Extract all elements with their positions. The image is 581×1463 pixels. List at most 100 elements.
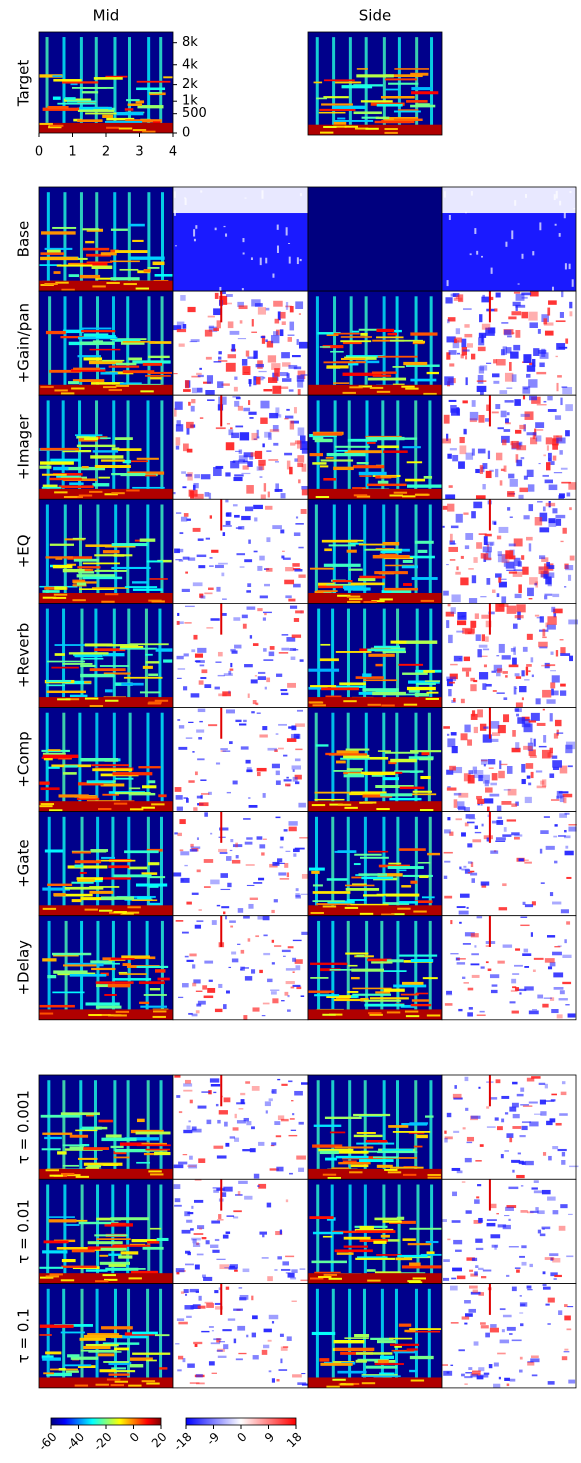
spec-diff — [456, 566, 458, 570]
spec-diff — [298, 803, 305, 808]
spec-band — [132, 487, 165, 489]
spec-band — [137, 458, 159, 460]
spec-band — [337, 1252, 354, 1254]
spec-diff — [471, 878, 475, 883]
spec-low — [405, 388, 418, 390]
spec-band — [345, 953, 368, 955]
spec-diff — [244, 664, 253, 667]
spec-diff — [545, 1084, 548, 1089]
spec-diff — [475, 832, 481, 833]
spec-diff — [288, 365, 297, 369]
spec-band — [409, 1228, 441, 1230]
spec-diff — [556, 796, 559, 799]
spec-diff — [443, 506, 448, 510]
spec-bg — [442, 812, 576, 916]
spec-diff — [207, 988, 215, 993]
spec-diff — [547, 1323, 550, 1325]
spec-band — [48, 106, 69, 109]
spec-band — [140, 1006, 167, 1008]
spec-diff — [240, 432, 249, 440]
spec-diff — [458, 461, 465, 468]
spec-diff — [258, 878, 264, 881]
spec-diff — [301, 1082, 308, 1084]
spec-band — [316, 744, 329, 746]
spec-diff — [455, 572, 460, 575]
spec-diff — [496, 453, 502, 461]
spec-band — [336, 651, 372, 653]
spec-diff — [201, 474, 211, 479]
spec-diff — [253, 700, 257, 704]
spec-onset — [128, 192, 131, 286]
spec-diff — [492, 984, 498, 986]
spec-diff — [227, 423, 230, 425]
spec-onset — [63, 296, 66, 390]
spec-diff — [257, 713, 261, 714]
spec-diff — [226, 294, 233, 297]
spec-diff — [197, 837, 199, 840]
spec-diff — [454, 799, 458, 808]
spec-band — [49, 478, 81, 480]
spec-band — [345, 885, 374, 887]
spec-band — [380, 793, 412, 796]
spec-diff — [475, 469, 480, 473]
spec-diff — [194, 474, 200, 478]
spec-diff — [529, 322, 537, 328]
spec-band — [96, 860, 135, 862]
spec-diff — [450, 534, 453, 542]
spec-band — [69, 652, 109, 654]
spec-diff — [479, 672, 488, 679]
spec-band — [347, 550, 357, 553]
spec-band — [39, 781, 50, 784]
column-header: Mid — [93, 7, 120, 25]
spec-band — [42, 590, 59, 593]
spec-diff — [227, 303, 232, 305]
spec-diff — [201, 1331, 209, 1332]
spec-diff — [182, 983, 189, 987]
spec-diff — [482, 324, 490, 330]
spec-diff — [291, 1130, 296, 1131]
spec-diff — [461, 339, 466, 347]
spec-diff — [547, 625, 556, 630]
spec-diff — [285, 1256, 294, 1258]
spec-onset — [430, 296, 433, 390]
spec-diff — [241, 746, 249, 749]
spec-diff — [457, 962, 465, 964]
spec-band — [424, 476, 432, 479]
spec-onset — [96, 921, 99, 1015]
spec-diff — [260, 476, 263, 478]
spec-band — [80, 275, 100, 278]
spec-bg — [39, 187, 173, 291]
spec-band — [144, 994, 167, 996]
spec-low — [101, 601, 114, 603]
spec-diff — [477, 380, 487, 381]
spec-diff — [478, 1087, 480, 1089]
spec-band — [311, 1261, 347, 1264]
spec-band — [339, 682, 366, 685]
spec-band — [352, 331, 359, 333]
spec-band — [85, 643, 113, 646]
spec-band — [333, 382, 349, 384]
spec-diff — [463, 308, 472, 310]
spec-band — [145, 654, 152, 656]
spec-low — [344, 807, 357, 809]
spec-diff — [259, 371, 267, 372]
spec-band — [80, 674, 115, 677]
spec-band — [314, 82, 323, 84]
spec-diff — [244, 1118, 249, 1121]
spec-band — [396, 1257, 412, 1260]
spec-band — [394, 119, 423, 121]
spec-diff — [567, 1328, 572, 1330]
spec-diff — [550, 682, 555, 688]
spec-low — [311, 912, 324, 914]
spec-low — [98, 808, 111, 810]
spec-onset — [80, 921, 83, 1015]
spec-diff — [537, 429, 544, 431]
spec-diff — [178, 997, 183, 998]
spec-diff — [497, 1353, 506, 1355]
spec-diff — [298, 427, 305, 435]
spec-diff — [209, 565, 214, 566]
spec-diff — [473, 557, 477, 563]
spec-band — [402, 565, 418, 568]
spec-diff — [216, 762, 220, 764]
spec-diff — [463, 1127, 466, 1129]
